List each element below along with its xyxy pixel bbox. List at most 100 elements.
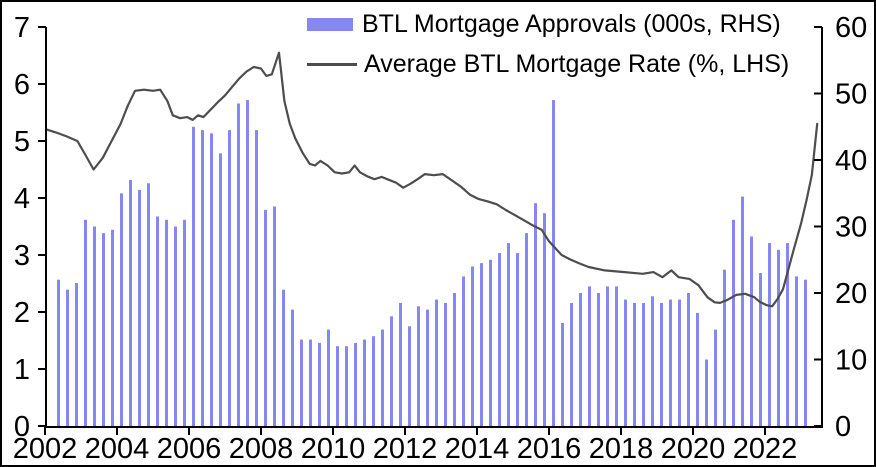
bar-2017Q4 (615, 286, 618, 427)
bar-2020Q1 (696, 312, 699, 427)
bar-2016Q1 (552, 100, 555, 427)
bar-2005Q4 (183, 219, 186, 427)
bar-2018Q2 (633, 303, 636, 427)
bar-2011Q3 (390, 316, 393, 427)
bar-2010Q1 (336, 346, 339, 427)
bar-2014Q3 (498, 253, 501, 427)
x-tick-label: 2018 (589, 433, 654, 465)
x-tick-label: 2002 (13, 433, 78, 465)
approvals-bars (57, 100, 807, 428)
legend-label-approvals: BTL Mortgage Approvals (000s, RHS) (362, 9, 781, 38)
bar-2009Q3 (318, 342, 321, 427)
right-tick-label: 30 (835, 212, 867, 244)
bar-2019Q2 (669, 299, 672, 427)
bar-2002Q3 (66, 289, 69, 427)
left-tick-label: 6 (14, 69, 30, 101)
right-tick-label: 60 (835, 12, 867, 44)
bar-2013Q1 (444, 303, 447, 427)
x-tick-label: 2016 (517, 433, 582, 465)
bar-2015Q4 (543, 213, 546, 427)
bar-2014Q2 (489, 259, 492, 428)
bar-2012Q3 (426, 309, 429, 427)
bar-2006Q2 (201, 130, 204, 427)
bar-2019Q4 (687, 293, 690, 427)
bar-2020Q3 (714, 329, 717, 427)
bar-2007Q1 (228, 130, 231, 427)
bar-2010Q2 (345, 346, 348, 427)
bar-2010Q3 (354, 342, 357, 427)
x-tick-label: 2008 (229, 433, 294, 465)
bar-2020Q4 (723, 269, 726, 427)
bar-2017Q2 (597, 293, 600, 427)
bar-2021Q3 (750, 236, 753, 427)
bar-2006Q4 (219, 153, 222, 428)
rate-line (45, 51, 819, 308)
bar-2004Q4 (147, 183, 150, 427)
bar-2008Q1 (264, 209, 267, 427)
bar-2009Q4 (327, 329, 330, 427)
bar-2007Q4 (255, 130, 258, 427)
right-tick-label: 10 (835, 345, 867, 377)
bar-2022Q3 (786, 243, 789, 427)
bar-2019Q1 (660, 303, 663, 427)
left-tick-label: 5 (14, 126, 30, 158)
x-tick-label: 2004 (85, 433, 150, 465)
bar-2018Q1 (624, 299, 627, 427)
legend-item-approvals: BTL Mortgage Approvals (000s, RHS) (307, 4, 789, 44)
left-tick-label: 4 (14, 183, 30, 215)
bar-2023Q1 (804, 279, 807, 427)
bar-2005Q2 (165, 219, 168, 427)
bar-2008Q2 (273, 206, 276, 427)
bar-2011Q1 (372, 336, 375, 427)
bar-2022Q1 (768, 243, 771, 427)
bar-2016Q3 (570, 303, 573, 427)
right-tick-label: 50 (835, 79, 867, 111)
bar-2003Q4 (111, 229, 114, 427)
bar-2011Q2 (381, 329, 384, 427)
bar-swatch-icon (307, 17, 353, 31)
bar-2021Q2 (741, 196, 744, 427)
left-tick-label: 2 (14, 297, 30, 329)
bar-2017Q3 (606, 286, 609, 427)
bar-2015Q1 (516, 253, 519, 427)
bar-2007Q3 (246, 100, 249, 427)
bar-2006Q1 (192, 126, 195, 428)
right-axis-ticks: 0 10 20 30 40 50 60 (814, 12, 867, 443)
x-tick-label: 2010 (301, 433, 366, 465)
bar-2004Q1 (120, 193, 123, 428)
bar-2004Q2 (129, 179, 132, 427)
bar-2009Q2 (309, 339, 312, 427)
legend-label-rate: Average BTL Mortgage Rate (%, LHS) (364, 49, 790, 78)
bar-2020Q2 (705, 359, 708, 427)
x-axis-ticks: 2002 2004 2006 2008 2010 2012 2014 2016 2018 2020… (13, 427, 798, 465)
bar-2016Q2 (561, 322, 564, 427)
left-tick-label: 7 (14, 12, 30, 44)
bar-2003Q3 (102, 233, 105, 427)
bar-2008Q3 (282, 289, 285, 427)
bar-2013Q4 (471, 266, 474, 427)
line-swatch-icon (307, 62, 357, 66)
bar-2005Q3 (174, 226, 177, 427)
x-tick-label: 2020 (661, 433, 726, 465)
bar-2013Q3 (462, 276, 465, 427)
x-tick-label: 2022 (733, 433, 798, 465)
bar-2014Q4 (507, 243, 510, 427)
x-tick-label: 2012 (373, 433, 438, 465)
bar-2009Q1 (300, 339, 303, 427)
bar-2005Q1 (156, 216, 159, 427)
left-tick-label: 3 (14, 240, 30, 272)
legend-item-rate: Average BTL Mortgage Rate (%, LHS) (307, 44, 789, 84)
bar-2006Q3 (210, 133, 213, 427)
bar-2016Q4 (579, 293, 582, 427)
bar-2022Q2 (777, 249, 780, 427)
bar-2002Q2 (57, 279, 60, 427)
bar-2021Q4 (759, 273, 762, 427)
bar-2012Q2 (417, 306, 420, 427)
bar-2012Q4 (435, 299, 438, 427)
bar-2015Q2 (525, 233, 528, 427)
chart-legend: BTL Mortgage Approvals (000s, RHS) Avera… (307, 4, 789, 84)
bar-2021Q1 (732, 219, 735, 427)
left-tick-label: 1 (14, 354, 30, 386)
